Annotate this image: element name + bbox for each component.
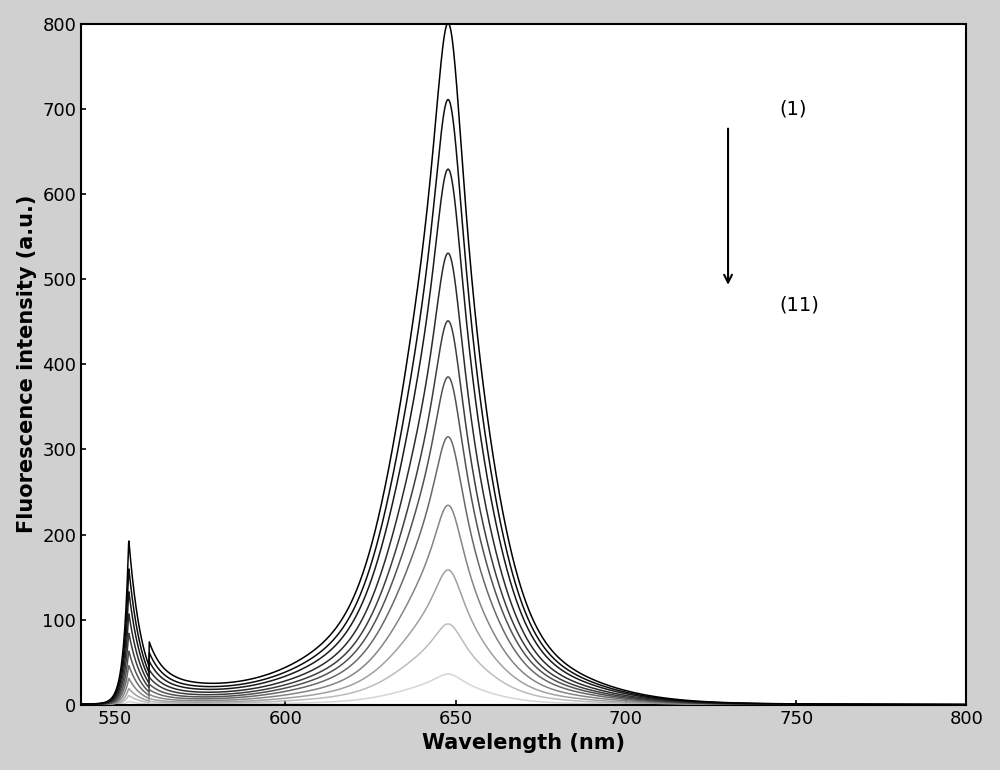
X-axis label: Wavelength (nm): Wavelength (nm) xyxy=(422,733,625,753)
Text: (1): (1) xyxy=(779,99,807,119)
Text: (11): (11) xyxy=(779,295,819,314)
Y-axis label: Fluorescence intensity (a.u.): Fluorescence intensity (a.u.) xyxy=(17,195,37,534)
